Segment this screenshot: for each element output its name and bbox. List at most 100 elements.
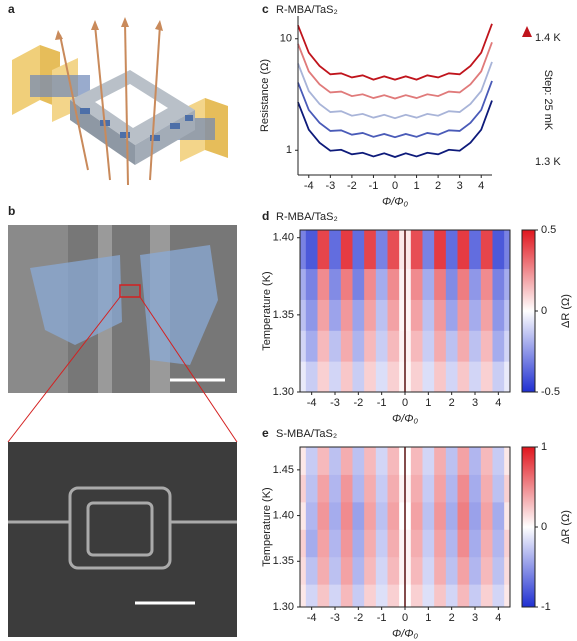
heat-cell — [410, 447, 423, 475]
heat-cell — [329, 584, 342, 608]
heat-cell — [300, 447, 307, 475]
heat-cell — [364, 330, 377, 362]
heat-cell — [387, 299, 400, 331]
heat-cell — [329, 501, 342, 530]
heat-cell — [492, 474, 505, 503]
heat-cell — [317, 361, 330, 393]
heat-cell — [480, 474, 493, 503]
heat-cell — [492, 501, 505, 530]
heat-cell — [504, 501, 511, 530]
y-tick-label: 1.30 — [273, 601, 294, 613]
heat-cell — [340, 447, 353, 475]
heat-cell — [352, 230, 365, 270]
heat-cell — [340, 361, 353, 393]
heat-cell — [422, 447, 435, 475]
heat-cell — [387, 361, 400, 393]
panel-label: a — [8, 2, 15, 16]
heat-cell — [422, 474, 435, 503]
annotation: Step: 25 mK — [542, 70, 554, 131]
heat-cell — [422, 299, 435, 331]
heat-cell — [410, 299, 423, 331]
y-tick-label: 1.35 — [273, 555, 294, 567]
heat-cell — [352, 299, 365, 331]
x-tick-label: 3 — [472, 612, 478, 624]
heat-cell — [352, 501, 365, 530]
heat-cell — [492, 529, 505, 558]
annotation: 1.4 K — [535, 32, 561, 44]
heat-cell — [305, 447, 318, 475]
heat-cell — [422, 330, 435, 362]
chart-title: R-MBA/TaS₂ — [276, 211, 338, 223]
x-tick-label: -1 — [377, 397, 387, 409]
y-tick-label: 10 — [280, 33, 292, 45]
heat-cell — [480, 556, 493, 585]
heat-cell — [375, 447, 388, 475]
heat-cell — [352, 529, 365, 558]
heat-cell — [434, 361, 447, 393]
device-illustration: a — [8, 2, 228, 186]
heat-cell — [364, 230, 377, 270]
heat-cell — [410, 474, 423, 503]
heat-cell — [492, 330, 505, 362]
x-tick-label: 0 — [392, 180, 398, 192]
heat-cell — [480, 529, 493, 558]
heat-cell — [305, 230, 318, 270]
heat-cell — [375, 474, 388, 503]
x-tick-label: 4 — [495, 612, 501, 624]
heat-cell — [300, 529, 307, 558]
x-tick-label: -2 — [353, 397, 363, 409]
x-tick-label: -2 — [353, 612, 363, 624]
x-tick-label: 4 — [495, 397, 501, 409]
heat-cell — [492, 361, 505, 393]
chart-title: R-MBA/TaS₂ — [276, 4, 338, 16]
heat-cell — [457, 474, 470, 503]
heat-cell — [445, 299, 458, 331]
heat-cell — [352, 268, 365, 300]
heat-cell — [480, 501, 493, 530]
panel-label: b — [8, 204, 15, 218]
heat-cell — [364, 268, 377, 300]
heat-cell — [480, 330, 493, 362]
heat-cell — [352, 474, 365, 503]
heat-cell — [340, 529, 353, 558]
heat-cell — [445, 556, 458, 585]
heat-cell — [329, 230, 342, 270]
heat-cell — [457, 447, 470, 475]
heat-cell — [457, 268, 470, 300]
heat-cell — [434, 501, 447, 530]
micrographs: b — [7, 204, 238, 637]
heat-cell — [504, 361, 511, 393]
heat-cell — [375, 361, 388, 393]
heat-cell — [410, 330, 423, 362]
heat-cell — [410, 361, 423, 393]
heat-cell — [340, 230, 353, 270]
heat-cell — [457, 230, 470, 270]
heat-cell — [422, 584, 435, 608]
heat-cell — [504, 584, 511, 608]
x-tick-label: -3 — [325, 180, 335, 192]
heat-cell — [329, 361, 342, 393]
heat-cell — [305, 501, 318, 530]
heat-cell — [300, 584, 307, 608]
heat-cell — [375, 501, 388, 530]
heat-cell — [387, 447, 400, 475]
heat-cell — [480, 361, 493, 393]
heat-cell — [305, 299, 318, 331]
x-tick-label: 2 — [449, 397, 455, 409]
colorbar-tick-label: 0.5 — [541, 224, 556, 236]
heat-cell — [352, 330, 365, 362]
heat-cell — [300, 268, 307, 300]
heat-cell — [375, 556, 388, 585]
heat-cell — [469, 230, 482, 270]
x-tick-label: -4 — [304, 180, 314, 192]
heat-cell — [375, 584, 388, 608]
heat-cell — [504, 474, 511, 503]
heat-cell — [387, 584, 400, 608]
heat-cell — [457, 361, 470, 393]
heat-cell — [422, 556, 435, 585]
heat-cell — [300, 330, 307, 362]
x-tick-label: 0 — [402, 397, 408, 409]
heat-cell — [317, 474, 330, 503]
heat-cell — [352, 447, 365, 475]
